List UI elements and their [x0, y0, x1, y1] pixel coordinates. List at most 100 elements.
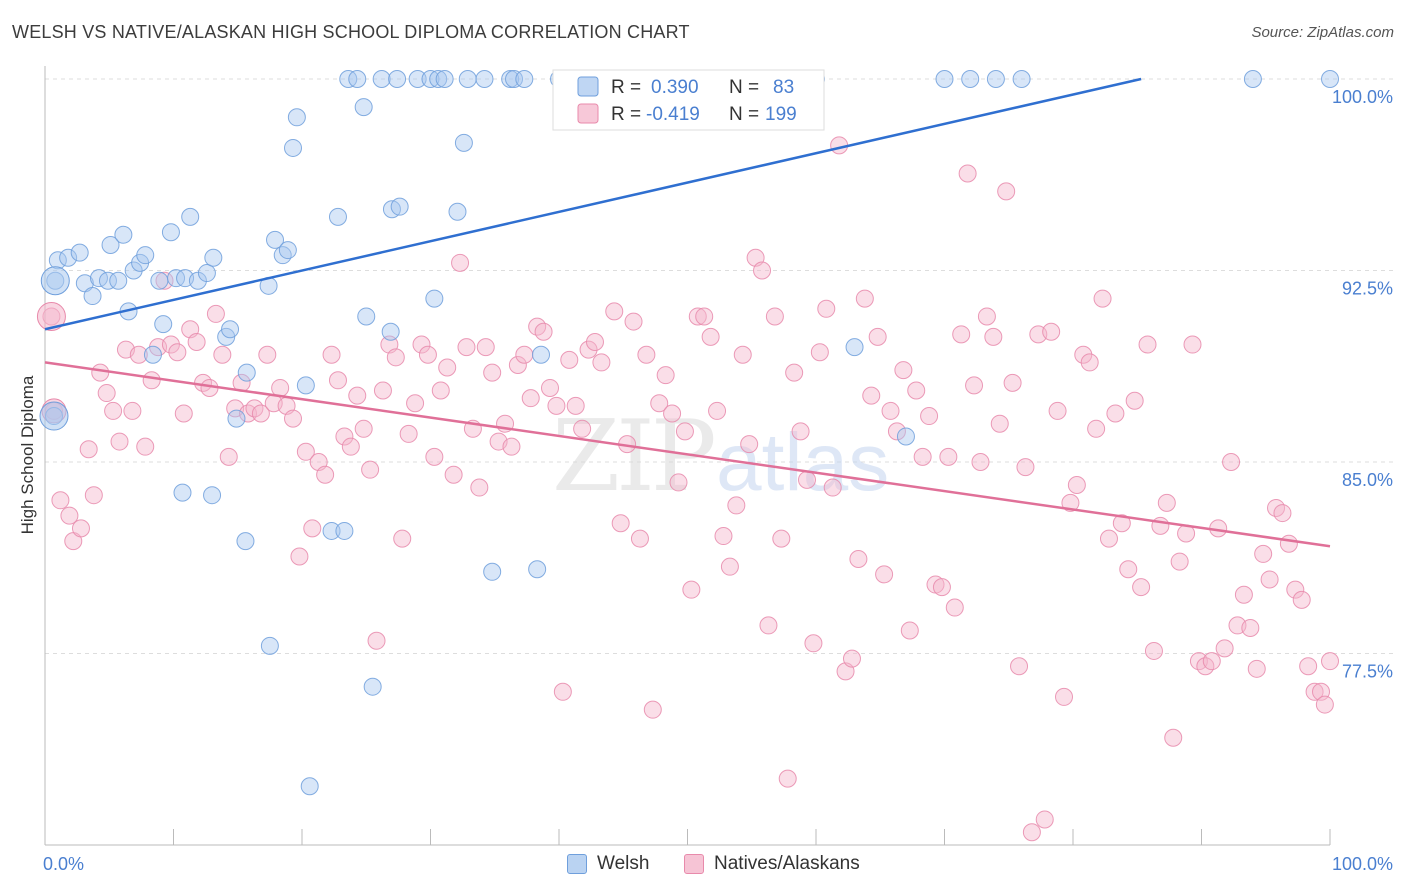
data-point [733, 345, 752, 364]
data-point [708, 401, 727, 420]
data-point [84, 486, 103, 505]
data-point [727, 496, 746, 515]
data-point [483, 363, 502, 382]
data-point [952, 325, 971, 344]
data-point [110, 432, 129, 451]
data-point [470, 478, 489, 497]
data-point [1022, 823, 1041, 842]
data-point [303, 519, 322, 538]
legend-box: R = 0.390 N = 83 R = -0.419 N = 199 [552, 69, 825, 131]
data-point [204, 248, 223, 267]
data-point [258, 345, 277, 364]
data-point [425, 289, 444, 308]
data-point [501, 70, 520, 88]
data-point [521, 389, 540, 408]
legend-item-natives: Natives/Alaskans [684, 852, 860, 876]
data-point [1010, 657, 1029, 676]
data-point [798, 470, 817, 489]
data-point [611, 514, 630, 533]
data-point [109, 271, 128, 290]
data-point [1260, 570, 1279, 589]
data-point [328, 207, 347, 226]
data-point [83, 287, 102, 306]
data-point [227, 409, 246, 428]
data-point [515, 70, 534, 88]
data-point [278, 241, 297, 260]
y-tick-label: 85.0% [1342, 470, 1393, 490]
data-point [1016, 458, 1035, 477]
legend-n-label: N = [729, 77, 759, 98]
data-point [907, 381, 926, 400]
data-point [637, 345, 656, 364]
data-point [328, 371, 347, 390]
data-point [390, 197, 409, 216]
legend-r-label: R = [611, 77, 641, 98]
data-point [418, 345, 437, 364]
data-point [855, 289, 874, 308]
data-point [1074, 345, 1093, 364]
data-point [154, 315, 173, 334]
data-point [373, 381, 392, 400]
data-point [932, 578, 951, 597]
data-point [547, 396, 566, 415]
x-tick-labels: 0.0% 100.0% [43, 854, 1393, 874]
data-point [605, 302, 624, 321]
data-point [1254, 544, 1273, 563]
data-point [1164, 728, 1183, 747]
data-point [124, 261, 143, 280]
data-point [1067, 475, 1086, 494]
data-point [421, 70, 440, 88]
data-point [1035, 810, 1054, 829]
data-point [1292, 590, 1311, 609]
data-point [688, 307, 707, 326]
data-point [508, 355, 527, 374]
data-point [296, 376, 315, 395]
data-point [791, 422, 810, 441]
data-point [213, 345, 232, 364]
data-point [630, 529, 649, 548]
data-point [296, 442, 315, 461]
data-point [1157, 493, 1176, 512]
data-point [1055, 687, 1074, 706]
data-point [1042, 322, 1061, 341]
data-point [650, 394, 669, 413]
data-point [123, 401, 142, 420]
data-point [1080, 353, 1099, 372]
data-point [300, 777, 319, 796]
data-point [971, 453, 990, 471]
data-point [221, 320, 240, 339]
data-point [534, 322, 553, 341]
data-point [1273, 504, 1292, 523]
watermark: ZIP atlas [552, 400, 889, 514]
data-point [161, 223, 180, 242]
legend-r-value: -0.419 [646, 104, 700, 125]
data-point [753, 261, 772, 280]
data-point [79, 440, 98, 459]
data-point [187, 332, 206, 351]
legend-r-value: 0.390 [651, 77, 699, 98]
data-point [104, 401, 123, 420]
data-point [502, 437, 521, 456]
data-point [393, 529, 412, 548]
data-point [585, 332, 604, 351]
data-point [354, 419, 373, 438]
data-point [136, 246, 155, 265]
data-point [444, 465, 463, 484]
data-point [862, 386, 881, 405]
data-point [236, 532, 255, 551]
data-point [939, 447, 958, 466]
data-point [386, 348, 405, 367]
data-point [1125, 391, 1144, 410]
data-point [237, 363, 256, 382]
data-point [896, 427, 915, 446]
chart-title: WELSH VS NATIVE/ALASKAN HIGH SCHOOL DIPL… [12, 22, 690, 42]
data-point [372, 70, 391, 88]
x-tick-label: 0.0% [43, 854, 84, 874]
data-point [1202, 652, 1221, 671]
data-point [431, 381, 450, 400]
data-point [188, 271, 207, 290]
legend-n-label: N = [729, 104, 759, 125]
data-point [406, 394, 425, 413]
data-point [59, 248, 78, 267]
data-point [367, 631, 386, 650]
